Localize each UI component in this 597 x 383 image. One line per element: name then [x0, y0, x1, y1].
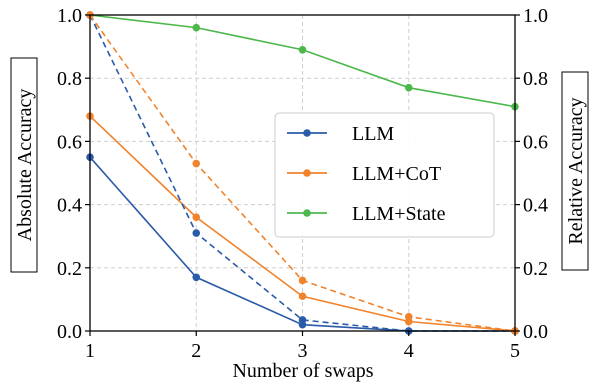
- y-tick-label-left: 0.6: [57, 131, 82, 153]
- y-tick-label-right: 0.4: [523, 195, 548, 217]
- legend-label: LLM+State: [352, 203, 446, 225]
- x-axis-title: Number of swaps: [232, 360, 373, 382]
- legend: LLM LLM+CoT LLM+State: [274, 112, 495, 238]
- data-point: [192, 229, 201, 237]
- series-lines: [86, 11, 519, 335]
- data-point: [192, 213, 201, 222]
- y-tick-label-left: 0.2: [57, 258, 82, 280]
- axis-ticks: 1 2 3 4 50.0 0.00.2 0.20.4 0.40.6 0.60.8 0.81.0 1.…: [57, 5, 548, 362]
- y-axis-title-right: Relative Accuracy: [565, 97, 587, 244]
- y-tick-label-right: 0.6: [523, 131, 548, 153]
- legend-marker: [303, 209, 311, 217]
- y-tick-label-right: 0.2: [523, 258, 548, 280]
- x-tick-label: 3: [298, 340, 308, 362]
- data-point: [298, 316, 307, 324]
- x-tick-label: 1: [85, 340, 95, 362]
- data-point: [192, 159, 201, 168]
- data-point: [298, 45, 307, 54]
- x-tick-label: 5: [510, 340, 520, 362]
- y-tick-label-right: 1.0: [523, 5, 548, 27]
- y-axis-label-left: Absolute Accuracy: [10, 57, 38, 273]
- x-tick-label: 4: [404, 340, 414, 362]
- data-point: [192, 273, 201, 282]
- data-point: [298, 276, 307, 285]
- y-tick-label-left: 0.4: [57, 195, 82, 217]
- legend-label: LLM+CoT: [352, 163, 441, 185]
- y-tick-label-right: 0.0: [523, 321, 548, 343]
- y-tick-label-left: 0.8: [57, 68, 82, 90]
- y-tick-label-left: 0.0: [57, 321, 82, 343]
- legend-marker: [303, 169, 311, 177]
- data-point: [404, 83, 413, 92]
- y-axis-label-right: Relative Accuracy: [561, 71, 589, 271]
- data-point: [404, 312, 413, 321]
- x-tick-label: 2: [191, 340, 201, 362]
- data-point: [298, 292, 307, 301]
- y-tick-label-right: 0.8: [523, 68, 548, 90]
- legend-label: LLM: [352, 123, 394, 145]
- legend-marker: [303, 129, 311, 137]
- y-axis-title-left: Absolute Accuracy: [14, 89, 36, 242]
- y-tick-label-left: 1.0: [57, 5, 82, 27]
- legend-box: [274, 112, 495, 238]
- data-point: [192, 23, 201, 32]
